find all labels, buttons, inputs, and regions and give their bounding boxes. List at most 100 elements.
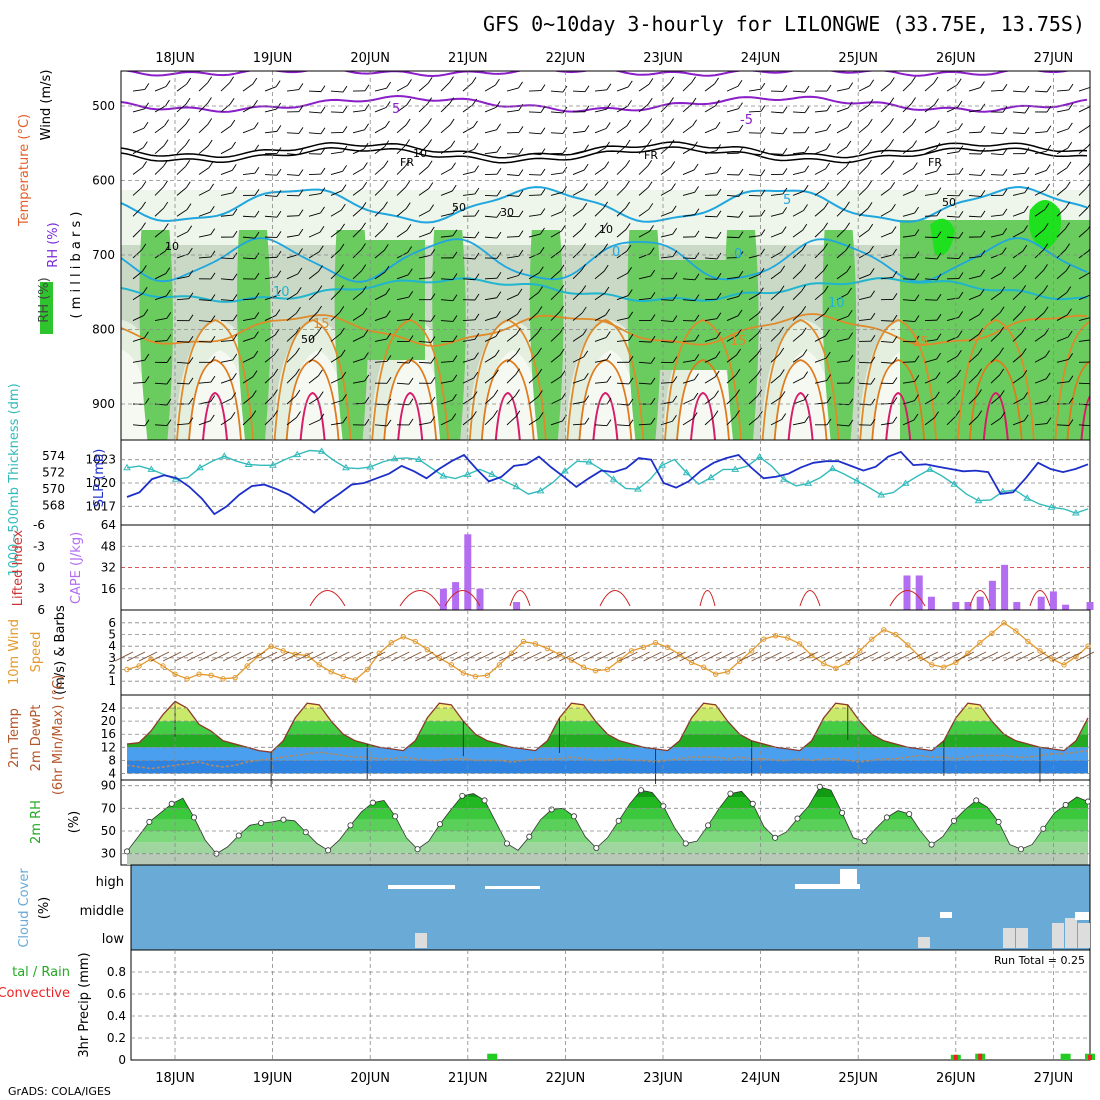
wind-barb-flag — [628, 356, 634, 363]
date-label: 20JUN — [350, 51, 390, 66]
wind-barb — [704, 257, 717, 260]
wind-barb-flag — [823, 222, 829, 230]
wind-barb-flag — [430, 249, 436, 256]
wind-barb — [572, 189, 584, 196]
thickness-marker — [634, 485, 642, 492]
wind-barb — [1056, 147, 1068, 155]
wind-speed-marker — [448, 662, 455, 668]
rh-marker — [258, 820, 265, 827]
wind10m-speed-label: Speed — [29, 632, 44, 673]
wind-barb — [660, 103, 670, 113]
wind-barb-flag — [846, 140, 852, 148]
wind-barb-flag — [669, 118, 674, 125]
wind-barb — [242, 150, 255, 155]
wind-barb-flag — [562, 85, 568, 93]
wind-barb-flag — [980, 269, 986, 277]
wind-barb-flag — [694, 252, 700, 259]
rh-moist-column — [432, 230, 466, 440]
high-cloud-bar — [388, 885, 455, 889]
wind-barb — [748, 174, 761, 176]
wind-barb — [968, 333, 979, 342]
wind-barb-flag — [276, 125, 282, 132]
wind-barb-flag — [891, 204, 896, 211]
wind-speed-marker — [352, 677, 358, 683]
wind-barb-flag — [999, 347, 1004, 355]
rh-marker — [861, 838, 868, 845]
wind-barb-flag — [144, 83, 150, 90]
low-cloud-bar — [415, 933, 427, 948]
thickness-marker — [901, 479, 910, 486]
wind-barb-flag — [912, 162, 918, 169]
wind-barb — [352, 129, 365, 134]
wind-barb-flag — [1066, 286, 1072, 293]
wind-barb-flag — [626, 119, 632, 127]
wind-barb — [308, 271, 319, 280]
wind-barb-flag — [538, 286, 543, 293]
wind-barb-flag — [298, 209, 304, 216]
wind-barb-flag — [869, 245, 874, 253]
wind-barb-flag — [583, 372, 589, 380]
wind-barb — [814, 249, 824, 259]
wind-barb — [1034, 150, 1047, 155]
wind-barb-flag — [846, 265, 852, 273]
wind-barb — [462, 171, 475, 175]
wind-barb-flag — [408, 313, 414, 320]
rh-marker — [302, 829, 309, 836]
wind-barb-flag — [276, 190, 282, 197]
contour-line — [859, 319, 938, 440]
wind-barb-flag — [869, 268, 875, 275]
wind-barb-flag — [342, 416, 348, 424]
wind-barb — [726, 85, 739, 92]
rh-marker — [369, 799, 376, 806]
wind-barb — [506, 255, 519, 259]
wind-barb-flag — [628, 333, 634, 341]
wind-barb — [198, 82, 208, 92]
wind-barb — [1056, 249, 1066, 259]
cape-bar — [1086, 602, 1094, 610]
wind-barbs — [132, 76, 1090, 427]
wind-barb-flag — [496, 123, 501, 131]
wind-barb — [946, 395, 957, 405]
wind-barb-flag — [714, 390, 719, 397]
wind-barb-flag — [694, 294, 700, 301]
wind-barb-flag — [383, 160, 389, 167]
wind-barb-flag — [142, 286, 148, 294]
wind-barb-flag — [1046, 125, 1052, 132]
wind-barb-flag — [430, 416, 436, 423]
wind-barb — [220, 398, 232, 405]
wind-barb — [286, 417, 297, 426]
wind-barb — [814, 149, 827, 155]
wind-barb — [198, 103, 208, 113]
wind-barb-flag — [406, 224, 412, 231]
wind-barb-flag — [936, 231, 942, 238]
wind-barb — [418, 320, 432, 322]
wind-speed-marker — [736, 658, 743, 665]
wind-barb-flag — [166, 356, 172, 363]
surface-wind-barb — [799, 651, 818, 662]
wind-barb — [946, 173, 960, 175]
wind-barb — [176, 187, 187, 196]
wind-barb-flag — [164, 119, 170, 126]
wind-barb-flag — [386, 377, 392, 384]
wind-barb — [132, 249, 143, 259]
wind-barb — [902, 299, 915, 302]
wind-barb — [528, 233, 541, 238]
wind-barb-flag — [452, 207, 458, 214]
y-tick-label: -6 — [33, 518, 45, 532]
wind-barb-flag — [738, 251, 744, 258]
wind-speed-marker — [208, 672, 214, 679]
wind-barb-flag — [427, 160, 433, 168]
wind-barb — [770, 232, 783, 238]
wind-barb — [220, 378, 233, 384]
wind-barb — [726, 374, 737, 384]
wind-barb-flag — [694, 208, 700, 215]
wind-barb-flag — [1001, 247, 1007, 254]
wind-barb-flag — [165, 80, 171, 87]
wind-barb — [176, 103, 187, 113]
wind-barb-flag — [892, 314, 898, 322]
thickness-marker — [488, 470, 496, 477]
contour-line — [121, 94, 1088, 113]
y-tick-label: 64 — [101, 518, 116, 532]
wind-barb-flag — [870, 334, 876, 342]
surface-wind-barb — [775, 651, 794, 662]
